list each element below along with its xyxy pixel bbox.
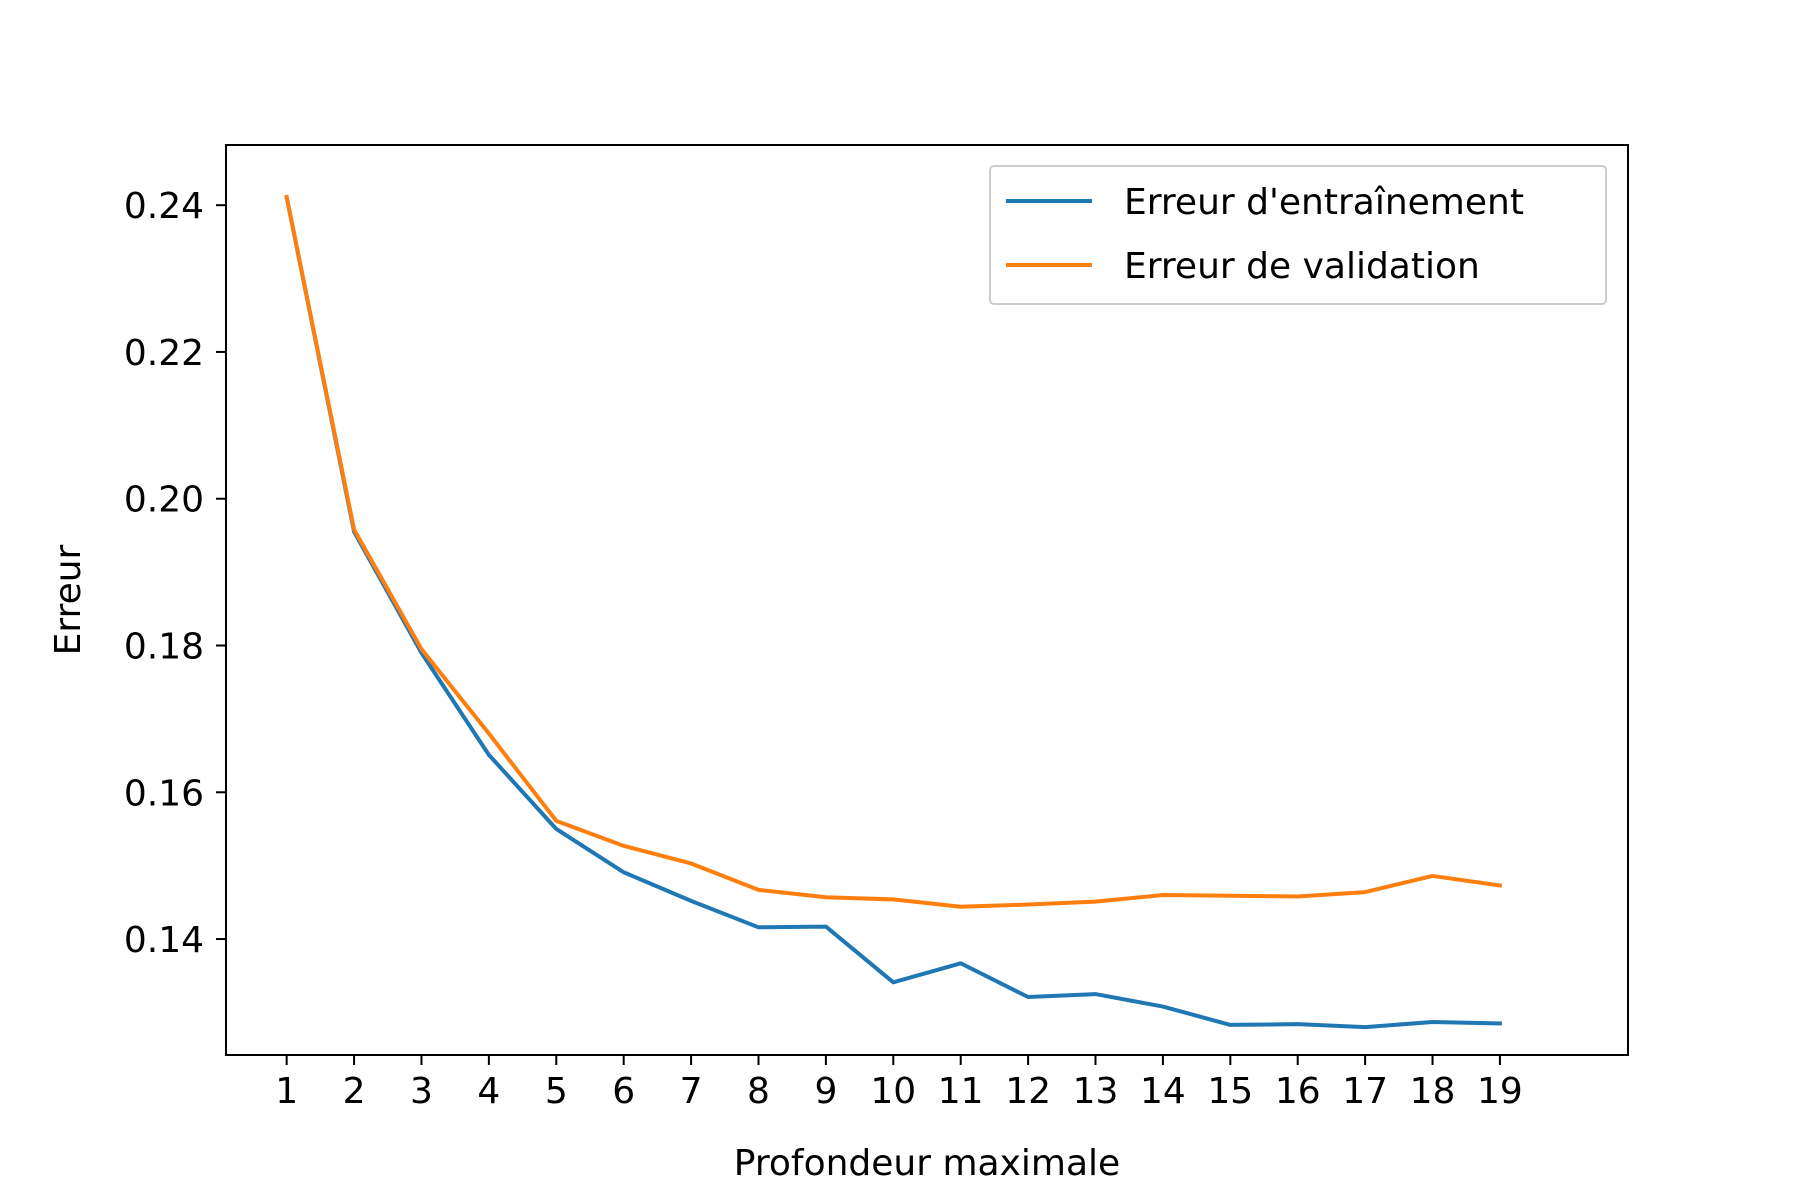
- x-tick-label: 11: [938, 1071, 984, 1112]
- x-tick-label: 8: [747, 1071, 770, 1112]
- x-tick-label: 1: [275, 1071, 298, 1112]
- x-tick-label: 12: [1005, 1071, 1051, 1112]
- plot-lines: [284, 194, 1503, 1030]
- y-tick-label: 0.20: [124, 480, 204, 521]
- x-tick-label: 7: [680, 1071, 703, 1112]
- x-tick-label: 10: [870, 1071, 916, 1112]
- plot-frame: [225, 144, 1629, 1056]
- x-tick-label: 4: [477, 1071, 500, 1112]
- y-axis-title: Erreur: [48, 544, 89, 655]
- y-tick-label: 0.18: [124, 627, 204, 668]
- x-tick-label: 17: [1342, 1071, 1388, 1112]
- legend-label-validation: Erreur de validation: [1124, 246, 1480, 287]
- series-line-train: [284, 194, 1502, 1030]
- x-tick-label: 13: [1073, 1071, 1119, 1112]
- y-tick-label: 0.16: [124, 773, 204, 814]
- legend: Erreur d'entraînement Erreur de validati…: [989, 165, 1607, 305]
- y-tick-label: 0.24: [124, 186, 204, 227]
- y-tick-label: 0.22: [124, 333, 204, 374]
- x-axis-title: Profondeur maximale: [734, 1143, 1120, 1184]
- x-tick-label: 16: [1275, 1071, 1321, 1112]
- x-tick-label: 14: [1140, 1071, 1186, 1112]
- x-tick-label: 18: [1410, 1071, 1456, 1112]
- x-tick-label: 5: [545, 1071, 568, 1112]
- legend-box: [989, 165, 1607, 305]
- y-tick-label: 0.14: [124, 920, 204, 961]
- series-line-validation: [284, 194, 1503, 909]
- y-axis: 0.14 0.16 0.18 0.20 0.22 0.24: [124, 186, 226, 961]
- x-tick-label: 6: [612, 1071, 635, 1112]
- x-tick-label: 15: [1207, 1071, 1253, 1112]
- x-tick-label: 9: [814, 1071, 837, 1112]
- x-tick-label: 19: [1477, 1071, 1523, 1112]
- legend-label-train: Erreur d'entraînement: [1124, 182, 1524, 223]
- x-tick-label: 3: [410, 1071, 433, 1112]
- x-tick-label: 2: [343, 1071, 366, 1112]
- x-axis: 1 2 3 4 5 6 7 8 9 10 11 12 13 14 15 16 17 18 19: [275, 1055, 1523, 1112]
